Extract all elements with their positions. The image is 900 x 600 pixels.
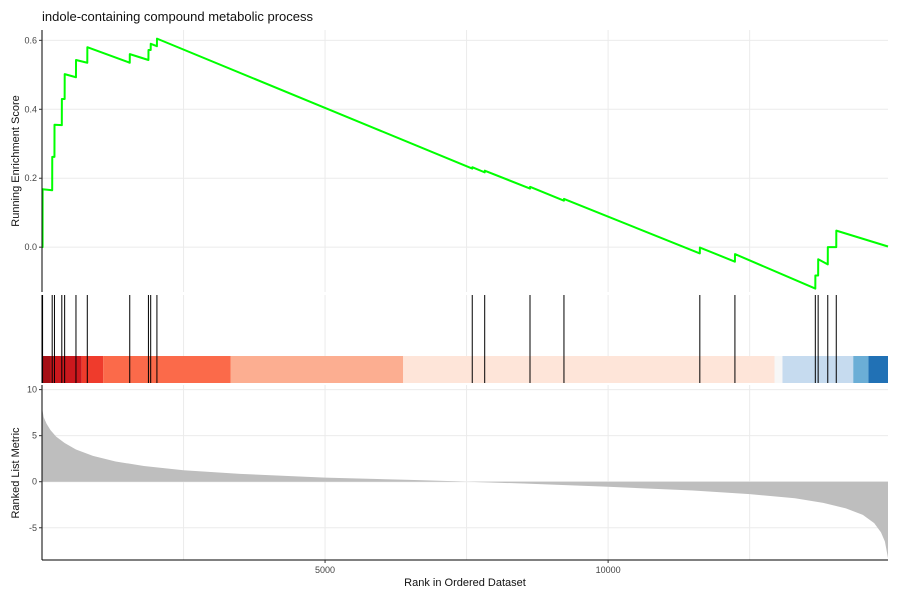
es-y-tick-label: 0.6 [24, 35, 37, 45]
es-y-tick-label: 0.4 [24, 104, 37, 114]
color-band [103, 356, 231, 383]
es-y-tick-label: 0.0 [24, 242, 37, 252]
x-tick-label: 10000 [596, 565, 621, 575]
chart-title: indole-containing compound metabolic pro… [42, 9, 313, 24]
running-es-path [41, 37, 889, 290]
x-tick-label: 5000 [315, 565, 335, 575]
color-band [774, 356, 783, 383]
rank-y-axis-ticks: -5 0 5 10 [27, 385, 42, 533]
rank-y-tick-label: 10 [27, 385, 37, 395]
rank-color-strip [42, 356, 888, 383]
color-band [230, 356, 404, 383]
rank-y-tick-label: 0 [32, 477, 37, 487]
color-band [868, 356, 888, 383]
color-band [853, 356, 869, 383]
es-y-tick-label: 0.2 [24, 173, 37, 183]
running-es-line [41, 37, 889, 290]
rank-y-axis-title: Ranked List Metric [10, 427, 22, 519]
x-axis-title: Rank in Ordered Dataset [404, 577, 526, 589]
es-y-axis-title: Running Enrichment Score [10, 95, 22, 226]
color-band [81, 356, 104, 383]
rank-y-tick-label: 5 [32, 431, 37, 441]
color-band [42, 356, 51, 383]
es-panel-gridlines [42, 30, 888, 292]
gene-hit-marks [42, 295, 837, 383]
rank-y-tick-label: -5 [29, 523, 37, 533]
axis-lines [41, 30, 888, 561]
color-band [403, 356, 775, 383]
es-y-axis-ticks: 0.0 0.2 0.4 0.6 [24, 35, 42, 252]
color-band [50, 356, 82, 383]
ranked-metric-area [42, 408, 888, 559]
x-axis-ticks: 5000 10000 [315, 560, 621, 575]
ranked-metric-fill [42, 408, 888, 559]
